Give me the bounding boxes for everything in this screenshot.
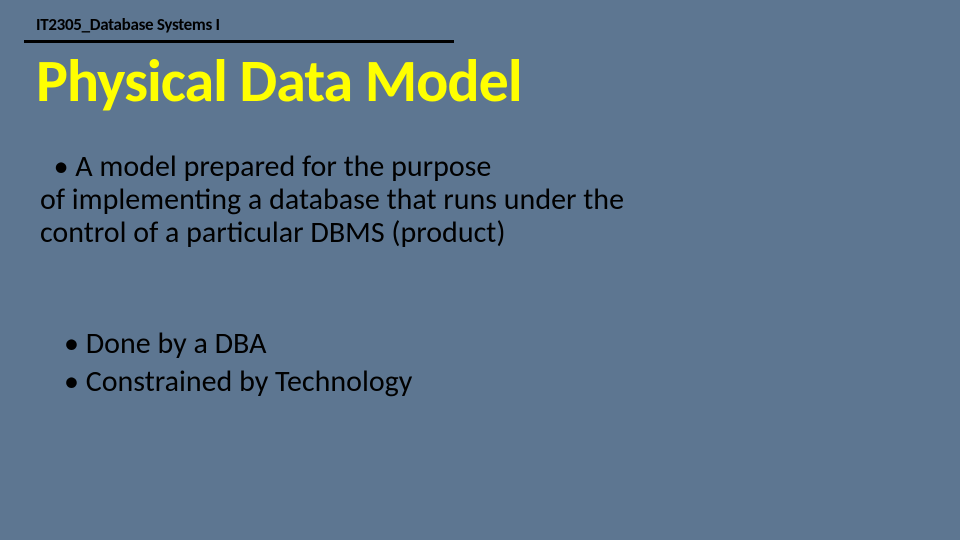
slide-content: • A model prepared for the purpose of im… (40, 150, 665, 400)
course-label: IT2305_Database Systems I (36, 14, 220, 35)
bullet-block-1: • A model prepared for the purpose of im… (40, 150, 665, 249)
bullet-1-rest: of implementing a database that runs und… (40, 183, 665, 249)
bullet-2: • Done by a DBA (64, 325, 665, 363)
bullet-3: • Constrained by Technology (64, 363, 665, 401)
bullet-1-line1: • A model prepared for the purpose (40, 150, 665, 183)
course-underline (24, 40, 454, 43)
slide-title: Physical Data Model (36, 52, 522, 112)
bullet-block-2: • Done by a DBA • Constrained by Technol… (40, 325, 665, 400)
